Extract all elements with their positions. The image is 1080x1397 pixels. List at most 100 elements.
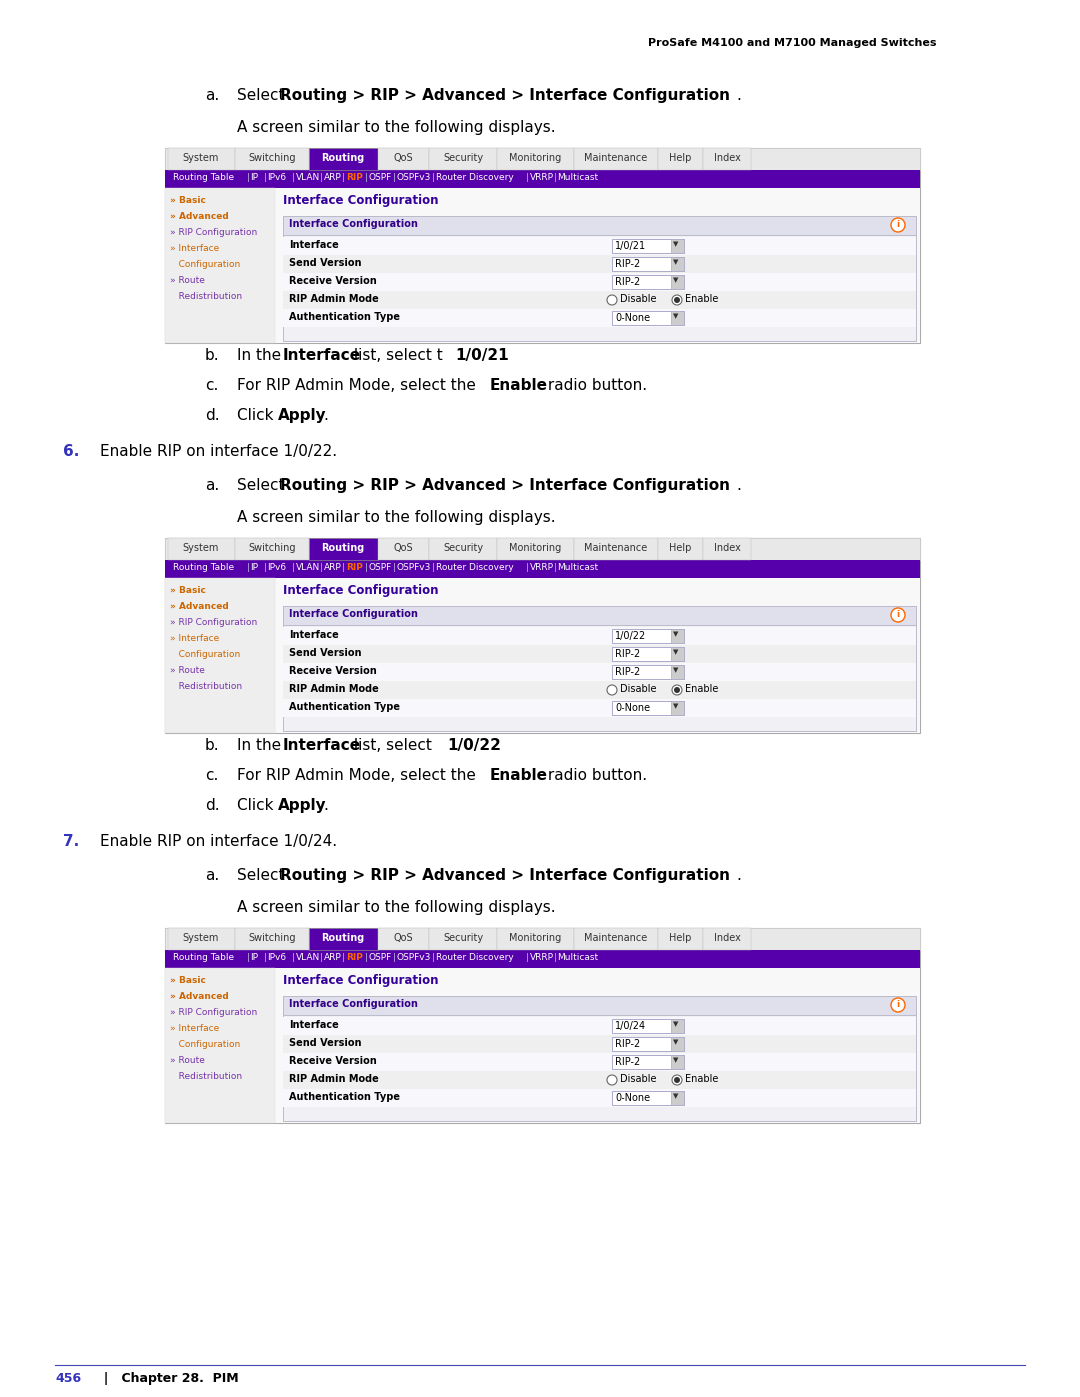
Text: d.: d. — [205, 408, 219, 423]
Bar — [168, 928, 235, 950]
Bar — [671, 1055, 684, 1069]
Text: radio button.: radio button. — [543, 768, 647, 782]
Bar — [283, 217, 916, 235]
Text: IPv6: IPv6 — [268, 173, 286, 182]
Text: Maintenance: Maintenance — [584, 933, 648, 943]
Text: |: | — [246, 563, 249, 571]
Bar — [612, 275, 684, 289]
Text: Enable: Enable — [685, 293, 718, 305]
Text: Interface: Interface — [289, 630, 339, 640]
Text: ▼: ▼ — [673, 1058, 678, 1063]
Text: .: . — [495, 738, 500, 753]
Text: Enable: Enable — [490, 379, 548, 393]
Text: » Basic: » Basic — [170, 196, 206, 205]
Text: OSPFv3: OSPFv3 — [396, 173, 431, 182]
Text: » Basic: » Basic — [170, 585, 206, 595]
Text: QoS: QoS — [393, 933, 413, 943]
Text: i: i — [896, 610, 900, 619]
Bar — [283, 698, 916, 717]
Bar — [165, 578, 920, 733]
Text: ▼: ▼ — [673, 1021, 678, 1027]
Text: 1/0/21: 1/0/21 — [615, 242, 646, 251]
Bar — [168, 148, 235, 170]
Text: Enable: Enable — [685, 1074, 718, 1084]
Text: 1/0/22: 1/0/22 — [615, 631, 646, 641]
Text: Help: Help — [669, 154, 691, 163]
Text: RIP Admin Mode: RIP Admin Mode — [289, 1074, 379, 1084]
Text: a.: a. — [205, 868, 219, 883]
Text: Interface Configuration: Interface Configuration — [289, 999, 418, 1009]
Text: » RIP Configuration: » RIP Configuration — [170, 617, 257, 627]
Text: |: | — [392, 563, 395, 571]
Text: Routing > RIP > Advanced > Interface Configuration: Routing > RIP > Advanced > Interface Con… — [280, 88, 730, 103]
Text: Switching: Switching — [248, 543, 296, 553]
Bar — [165, 538, 920, 733]
Bar — [573, 148, 658, 170]
Text: Redistribution: Redistribution — [170, 1071, 242, 1081]
Text: QoS: QoS — [393, 543, 413, 553]
Circle shape — [607, 685, 617, 694]
Text: .: . — [323, 408, 328, 423]
Text: 1/0/22: 1/0/22 — [447, 738, 501, 753]
Text: 0-None: 0-None — [615, 703, 650, 712]
Text: |: | — [320, 953, 323, 963]
Bar — [378, 538, 429, 560]
Text: ▼: ▼ — [673, 277, 678, 284]
Bar — [165, 148, 920, 170]
Text: Configuration: Configuration — [170, 650, 240, 659]
Bar — [671, 312, 684, 326]
Text: Interface Configuration: Interface Configuration — [283, 584, 438, 597]
Text: 1/0/21: 1/0/21 — [455, 348, 509, 363]
Bar — [283, 1017, 916, 1035]
Bar — [671, 1037, 684, 1051]
Text: list, select t: list, select t — [349, 348, 447, 363]
Text: Apply: Apply — [278, 408, 326, 423]
Circle shape — [672, 295, 681, 305]
Text: » RIP Configuration: » RIP Configuration — [170, 1009, 257, 1017]
Text: RIP-2: RIP-2 — [615, 258, 640, 270]
Text: Interface Configuration: Interface Configuration — [283, 194, 438, 207]
Bar — [612, 701, 684, 715]
Text: Security: Security — [443, 933, 483, 943]
Text: ▼: ▼ — [673, 258, 678, 265]
Bar — [283, 680, 916, 698]
Text: |: | — [392, 173, 395, 182]
Text: list, select: list, select — [349, 738, 436, 753]
Text: » Advanced: » Advanced — [170, 602, 229, 610]
Text: ▼: ▼ — [673, 313, 678, 319]
Bar — [283, 627, 916, 645]
Bar — [283, 996, 916, 1016]
Bar — [283, 1035, 916, 1053]
Text: System: System — [183, 933, 219, 943]
Bar — [165, 538, 920, 560]
Bar — [612, 257, 684, 271]
Text: OSPF: OSPF — [368, 953, 392, 963]
Text: OSPFv3: OSPFv3 — [396, 953, 431, 963]
Text: Authentication Type: Authentication Type — [289, 312, 400, 321]
Text: ▼: ▼ — [673, 1092, 678, 1099]
Bar — [283, 664, 916, 680]
Text: ▼: ▼ — [673, 631, 678, 637]
Text: a.: a. — [205, 478, 219, 493]
Text: » Interface: » Interface — [170, 634, 219, 643]
Circle shape — [607, 1076, 617, 1085]
Text: |: | — [264, 953, 267, 963]
Bar — [165, 148, 920, 344]
Text: c.: c. — [205, 379, 218, 393]
Bar — [573, 928, 658, 950]
Bar — [283, 217, 916, 341]
Bar — [283, 606, 916, 731]
Bar — [165, 189, 920, 344]
Bar — [612, 629, 684, 643]
Text: |: | — [342, 173, 345, 182]
Text: |: | — [342, 953, 345, 963]
Text: Router Discovery: Router Discovery — [435, 563, 513, 571]
Text: |: | — [526, 173, 528, 182]
Text: Help: Help — [669, 543, 691, 553]
Text: » Interface: » Interface — [170, 1024, 219, 1032]
Text: .: . — [323, 798, 328, 813]
Text: VRRP: VRRP — [529, 563, 554, 571]
Text: |: | — [554, 173, 556, 182]
Circle shape — [891, 608, 905, 622]
Text: |: | — [320, 563, 323, 571]
